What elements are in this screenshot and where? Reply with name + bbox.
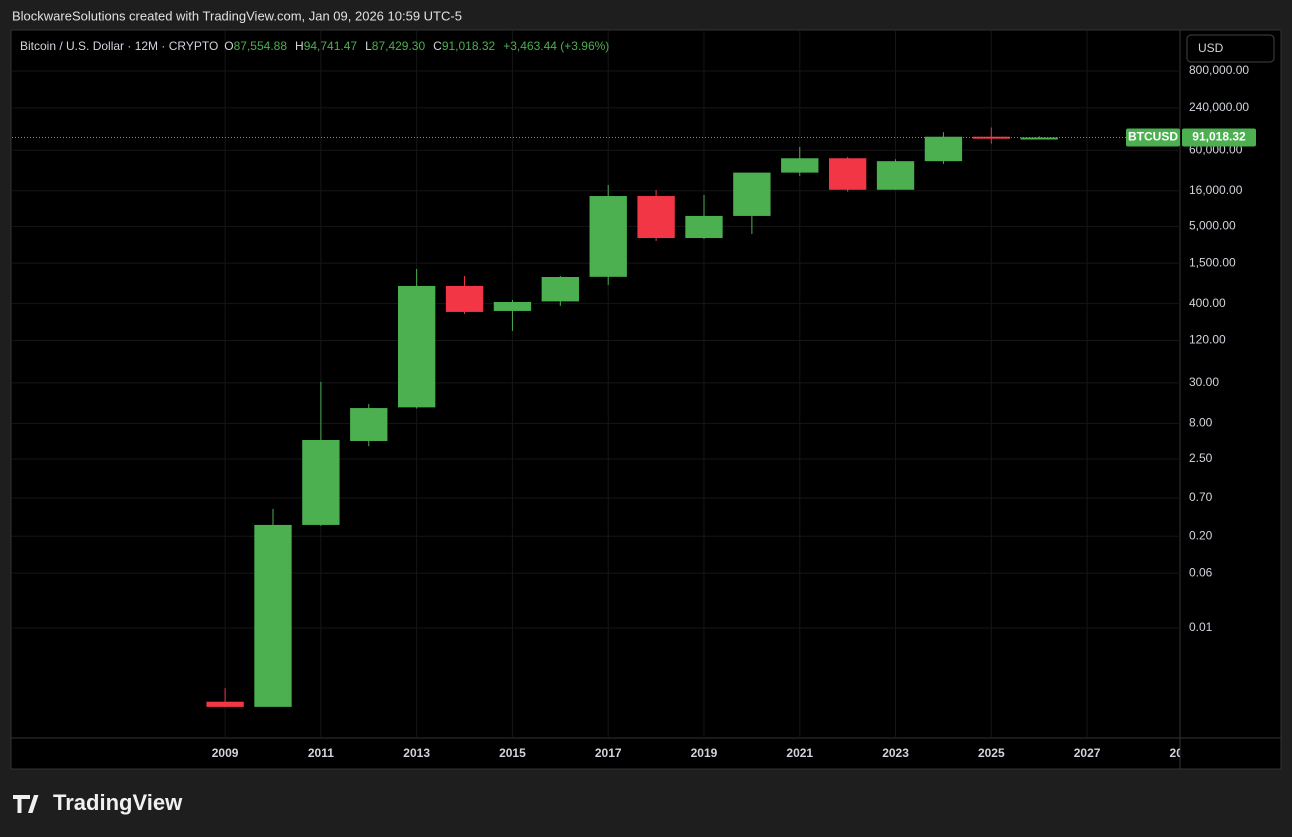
legend-value: 87,554.88 [234, 39, 288, 53]
last-price-tag [1182, 128, 1256, 147]
x-tick-label: 2023 [882, 746, 909, 760]
y-tick-label: 8.00 [1189, 416, 1213, 430]
candle-body [637, 196, 675, 239]
y-tick-label: 120.00 [1189, 333, 1226, 347]
candle-body [876, 161, 915, 190]
y-tick-label: 30.00 [1189, 375, 1219, 389]
candle-body [541, 276, 579, 302]
symbol-label: BTCUSD [1128, 130, 1178, 144]
y-tick-label: 0.01 [1189, 620, 1213, 634]
candle-body [206, 701, 244, 707]
legend-title: Bitcoin / U.S. Dollar · 12M · CRYPTO [20, 39, 218, 53]
last-price-label: 91,018.32 [1192, 130, 1246, 144]
y-tick-label: 2.50 [1189, 451, 1213, 465]
candle-body [972, 136, 1010, 139]
x-tick-label: 2029 [1170, 746, 1197, 760]
legend-key: L [365, 39, 372, 53]
legend-value: 87,429.30 [372, 39, 426, 53]
x-tick-label: 2025 [978, 746, 1005, 760]
y-tick-label: 0.06 [1189, 565, 1213, 579]
candle-body [254, 524, 292, 707]
y-tick-label: 800,000.00 [1189, 63, 1249, 77]
candle-body [493, 301, 532, 311]
y-tick-label: 1,500.00 [1189, 255, 1236, 269]
y-tick-label: 0.20 [1189, 528, 1213, 542]
currency-button[interactable] [1186, 34, 1275, 63]
y-tick-label: 400.00 [1189, 296, 1226, 310]
candle-body [781, 158, 819, 173]
header: BlockwareSolutions created with TradingV… [12, 8, 462, 23]
candle-body [302, 439, 340, 525]
candle-body [350, 408, 388, 441]
x-tick-label: 2011 [308, 746, 334, 760]
y-tick-label: 16,000.00 [1189, 183, 1243, 197]
legend-value: 91,018.32 [442, 39, 496, 53]
y-tick-label: 5,000.00 [1189, 218, 1236, 232]
x-tick-label: 2009 [212, 746, 239, 760]
candle-body [589, 196, 627, 277]
symbol-tag [1126, 128, 1180, 147]
x-tick-label: 2021 [786, 746, 813, 760]
x-tick-label: 2017 [595, 746, 622, 760]
candle-body [1020, 137, 1058, 140]
candle-body [445, 285, 484, 312]
candle-body [685, 215, 723, 239]
candle-body [828, 158, 867, 190]
candle-body [733, 172, 771, 216]
legend-value: +3,463.44 (+3.96%) [503, 39, 609, 53]
x-tick-label: 2013 [403, 746, 430, 760]
candle-body [924, 136, 963, 162]
y-tick-label: 0.70 [1189, 490, 1213, 504]
brand: TradingView [53, 790, 183, 815]
x-tick-label: 2027 [1074, 746, 1101, 760]
y-tick-label: 240,000.00 [1189, 100, 1249, 114]
chart-frame [10, 29, 1282, 770]
legend-key: H [295, 39, 304, 53]
currency-label[interactable]: USD [1198, 41, 1224, 55]
x-tick-label: 2015 [499, 746, 526, 760]
brand-logo: TradingView [13, 790, 183, 815]
legend-key: C [433, 39, 442, 53]
candle-body [397, 285, 436, 408]
legend-key: O [224, 39, 233, 53]
legend-value: 94,741.47 [304, 39, 358, 53]
x-tick-label: 2019 [691, 746, 718, 760]
